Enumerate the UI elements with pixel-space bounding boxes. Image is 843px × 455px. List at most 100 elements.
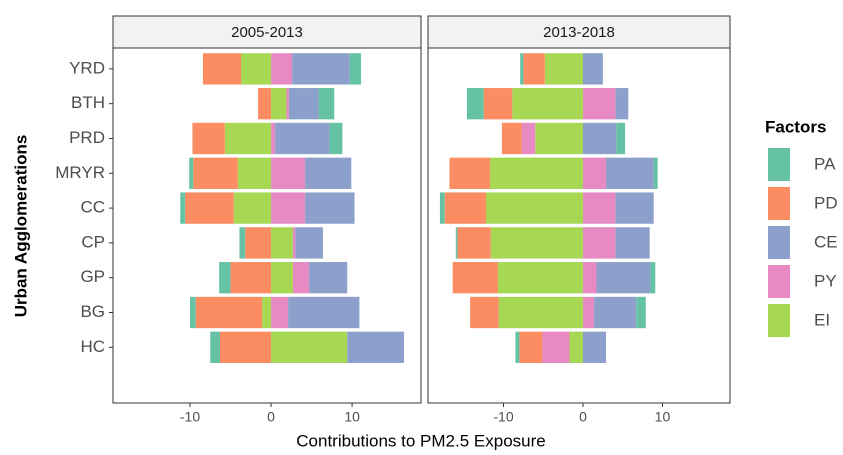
legend-label: EI (814, 310, 830, 329)
x-tick-label: 0 (579, 409, 587, 425)
x-tick-label: -10 (493, 409, 513, 425)
bar-segment (466, 88, 484, 120)
bar-segment (189, 157, 194, 189)
x-tick-label: 0 (267, 409, 275, 425)
bar-segment (349, 53, 362, 85)
bar-segment (606, 157, 654, 189)
legend-label: PA (814, 154, 836, 173)
bar-segment (305, 157, 352, 189)
legend-key (768, 226, 790, 259)
bar-segment (224, 122, 272, 155)
bar-segment (271, 227, 293, 259)
y-tick-label: YRD (69, 58, 105, 77)
bar-segment (233, 192, 272, 224)
bar-segment (329, 122, 343, 155)
bar-segment (275, 122, 330, 155)
bar-segment (582, 331, 607, 363)
bar-segment (219, 331, 272, 363)
legend-title: Factors (765, 117, 826, 136)
bar-segment (582, 192, 616, 224)
bar-segment (596, 262, 651, 294)
bar-segment (653, 157, 658, 189)
bar-segment (195, 296, 263, 329)
x-tick-label: -10 (180, 409, 200, 425)
bar-segment (271, 331, 348, 363)
bar-segment (295, 227, 323, 259)
bar-segment (497, 262, 583, 294)
bar-segment (650, 262, 656, 294)
legend-key (768, 148, 790, 181)
bar-segment (582, 88, 616, 120)
bar-segment (519, 331, 543, 363)
bar-segment (271, 262, 293, 294)
bar-segment (347, 331, 404, 363)
bar-segment (542, 331, 570, 363)
bar-segment (305, 192, 355, 224)
bar-segment (271, 53, 293, 85)
bar-segment (515, 331, 520, 363)
bar-segment (470, 296, 499, 329)
bar-segment (237, 157, 272, 189)
x-axis-title: Contributions to PM2.5 Exposure (296, 431, 545, 450)
bar-segment (271, 122, 276, 155)
bar-segment (271, 192, 306, 224)
y-tick-label: CC (80, 198, 105, 217)
y-tick-label: HC (80, 337, 105, 356)
bar-segment (292, 53, 350, 85)
bar-segment (582, 296, 595, 329)
facet-title: 2005-2013 (231, 24, 303, 41)
bar-segment (489, 157, 583, 189)
y-axis-title: Urban Agglomerations (11, 135, 30, 318)
bar-segment (210, 331, 220, 363)
facet-strip (112, 15, 422, 49)
panel-border (427, 47, 731, 404)
bar-segment (523, 53, 545, 85)
bar-segment (318, 88, 335, 120)
x-tick-label: 10 (655, 409, 671, 425)
bar-segment (483, 88, 513, 120)
bar-segment (594, 296, 637, 329)
y-tick-label: MRYR (55, 163, 105, 182)
bar-segment (292, 262, 310, 294)
legend-label: CE (814, 232, 838, 251)
bar-segment (582, 122, 617, 155)
bar-segment (535, 122, 583, 155)
bar-segment (444, 192, 487, 224)
bar-segment (219, 262, 231, 294)
bar-segment (258, 88, 272, 120)
bar-segment (582, 157, 607, 189)
facet-strip (427, 15, 731, 49)
bar-segment (185, 192, 234, 224)
bar-segment (455, 227, 458, 259)
y-tick-label: BTH (71, 93, 105, 112)
bar-segment (192, 122, 225, 155)
bar-segment (439, 192, 445, 224)
bar-segment (544, 53, 583, 85)
bar-segment (615, 192, 654, 224)
bar-segment (271, 296, 289, 329)
bar-segment (286, 88, 289, 120)
y-tick-label: PRD (69, 128, 105, 147)
legend-key (768, 265, 790, 298)
bar-segment (521, 122, 536, 155)
x-tick-label: 10 (344, 409, 360, 425)
bar-segment (449, 157, 490, 189)
bar-segment (490, 227, 583, 259)
bar-segment (288, 88, 319, 120)
bar-segment (230, 262, 272, 294)
legend-key (768, 187, 790, 220)
bar-segment (615, 227, 650, 259)
bar-segment (190, 296, 196, 329)
bar-segment (452, 262, 498, 294)
bar-segment (498, 296, 583, 329)
bar-segment (582, 53, 603, 85)
bar-segment (501, 122, 522, 155)
legend-label: PY (814, 271, 837, 290)
bar-segment (615, 88, 629, 120)
bar-segment (288, 296, 360, 329)
bar-segment (180, 192, 186, 224)
bar-segment (569, 331, 583, 363)
bar-segment (582, 262, 597, 294)
bar-segment (271, 157, 306, 189)
